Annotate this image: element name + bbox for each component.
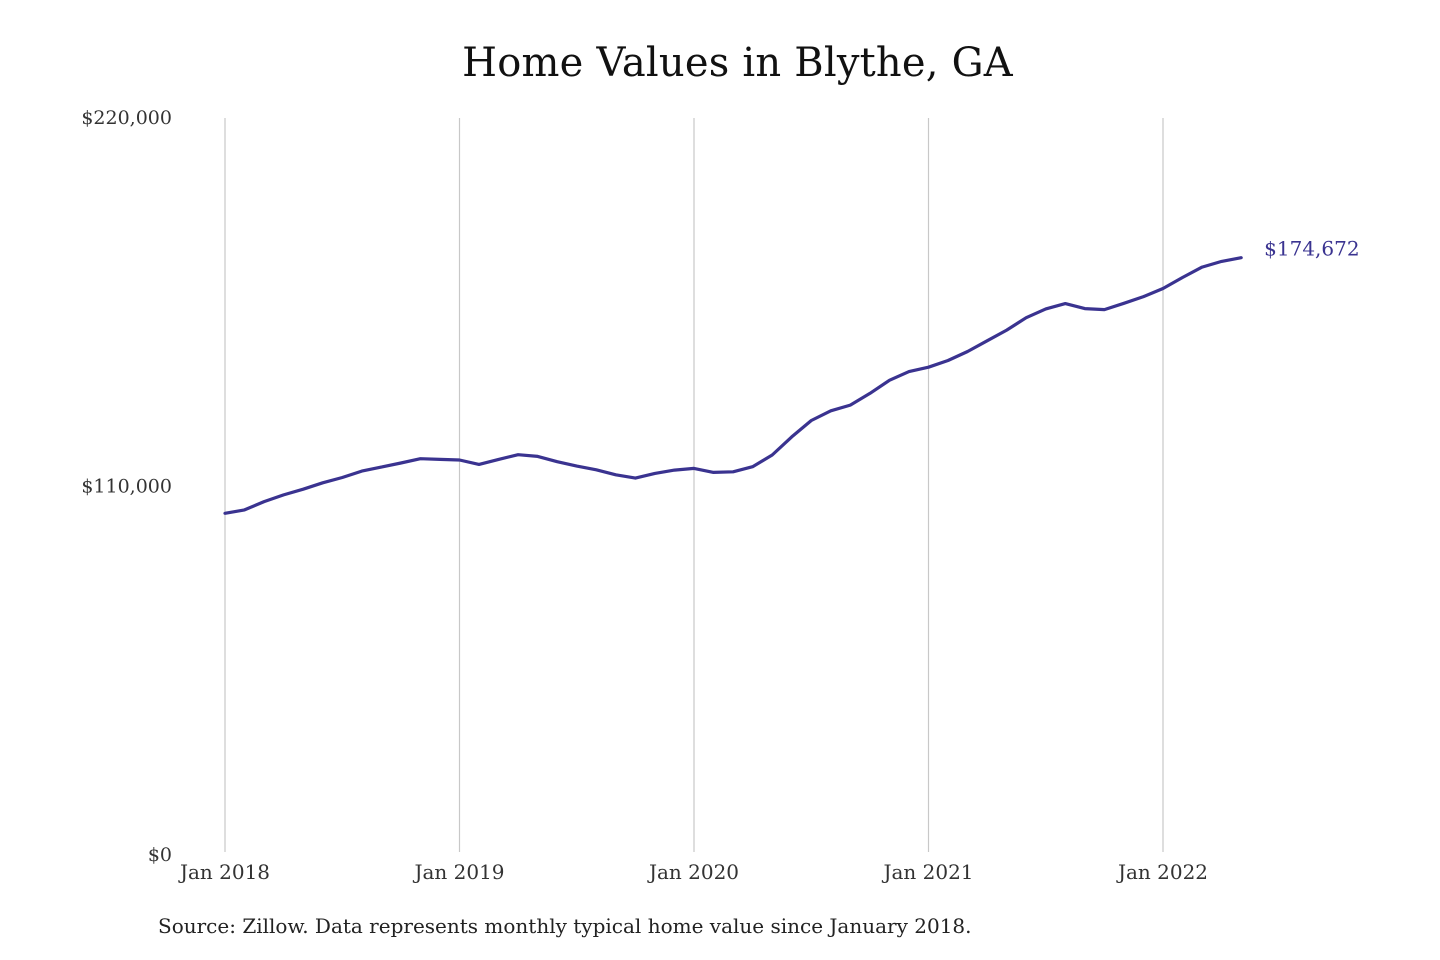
chart-title: Home Values in Blythe, GA xyxy=(462,40,1013,86)
y-tick-label-2: $220,000 xyxy=(81,107,172,129)
annotation-layer: $174,672 xyxy=(1264,237,1359,261)
x-axis-ticks: Jan 2018 Jan 2019 Jan 2020 Jan 2021 Jan 2022 xyxy=(178,860,1208,884)
y-tick-label-1: $110,000 xyxy=(81,476,172,498)
x-tick-label-4: Jan 2022 xyxy=(1116,860,1208,884)
x-tick-label-1: Jan 2019 xyxy=(412,860,504,884)
series-layer xyxy=(223,256,1243,515)
series-line-0 xyxy=(223,256,1243,515)
x-tick-label-2: Jan 2020 xyxy=(647,860,739,884)
end-value-label: $174,672 xyxy=(1264,237,1359,261)
source-note: Source: Zillow. Data represents monthly … xyxy=(158,914,972,938)
y-axis-ticks: $0 $110,000 $220,000 xyxy=(81,107,172,866)
gridlines xyxy=(224,118,1164,852)
x-tick-label-0: Jan 2018 xyxy=(178,860,270,884)
y-tick-label-0: $0 xyxy=(148,844,172,866)
x-tick-label-3: Jan 2021 xyxy=(881,860,973,884)
